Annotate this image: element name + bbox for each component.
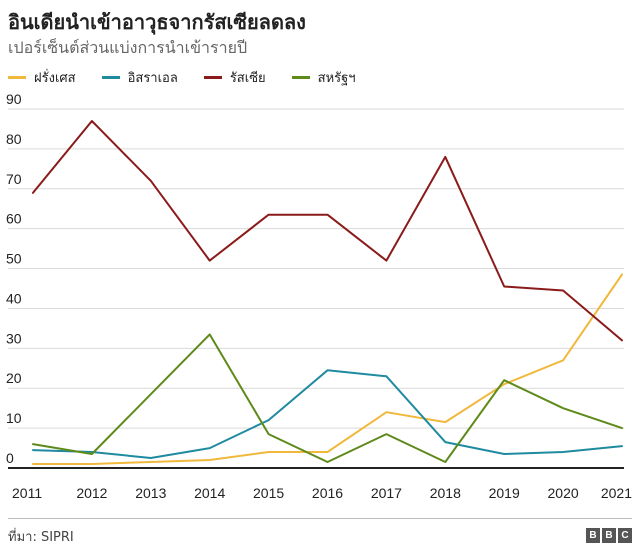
y-tick-label: 30 [6, 330, 22, 346]
y-tick-label: 80 [6, 131, 22, 147]
legend-swatch-russia [203, 75, 222, 79]
legend-item-usa: สหรัฐฯ [291, 67, 356, 88]
series-line-1 [32, 369, 623, 459]
y-tick-label: 50 [6, 251, 22, 267]
legend-label-russia: รัสเซีย [229, 70, 266, 86]
legend-item-israel: อิสราเอล [101, 67, 178, 88]
x-tick-label: 2013 [135, 485, 166, 501]
x-tick-label: 2019 [489, 485, 520, 501]
y-tick-label: 60 [6, 211, 22, 227]
x-tick-label: 2015 [253, 485, 284, 501]
chart-subtitle: เปอร์เซ็นต์ส่วนแบ่งการนำเข้ารายปี [8, 38, 248, 57]
legend-label-usa: สหรัฐฯ [317, 70, 356, 86]
source-note: ที่มา: SIPRI [8, 530, 74, 545]
y-tick-label: 40 [6, 290, 22, 306]
x-tick-label: 2016 [312, 485, 343, 501]
bbc-logo: B B C [584, 528, 632, 543]
footer-divider [8, 518, 632, 519]
x-tick-label: 2018 [430, 485, 461, 501]
legend-label-israel: อิสราเอล [127, 70, 178, 86]
legend-item-france: ฝรั่งเศส [8, 67, 76, 88]
bbc-logo-block: B [602, 528, 616, 543]
y-tick-label: 90 [6, 92, 22, 107]
series-line-2 [32, 120, 623, 342]
x-tick-label: 2012 [76, 485, 107, 501]
x-tick-label: 2017 [371, 485, 402, 501]
y-tick-label: 0 [6, 450, 14, 466]
legend-swatch-france [8, 75, 26, 79]
legend: ฝรั่งเศส อิสราเอล รัสเซีย สหรัฐฯ [8, 68, 382, 86]
y-tick-label: 20 [6, 370, 22, 386]
x-tick-label: 2014 [194, 485, 225, 501]
x-tick-label: 2011 [12, 485, 42, 501]
legend-label-france: ฝรั่งเศส [34, 70, 76, 86]
bbc-logo-block: C [618, 528, 632, 543]
bbc-logo-block: B [586, 528, 600, 543]
x-tick-label: 2021 [601, 485, 632, 501]
line-chart: 0 10 20 30 40 50 60 70 80 90 2011 2012 2013 2014 2015 2… [6, 92, 632, 501]
y-tick-label: 10 [6, 410, 22, 426]
chart-title: อินเดียนำเข้าอาวุธจากรัสเซียลดลง [8, 10, 306, 34]
legend-swatch-usa [291, 75, 310, 79]
series-line-0 [32, 273, 623, 465]
legend-swatch-israel [101, 75, 120, 79]
x-tick-label: 2020 [548, 485, 579, 501]
series-line-3 [32, 333, 623, 463]
y-tick-label: 70 [6, 171, 22, 187]
legend-item-russia: รัสเซีย [203, 67, 266, 88]
